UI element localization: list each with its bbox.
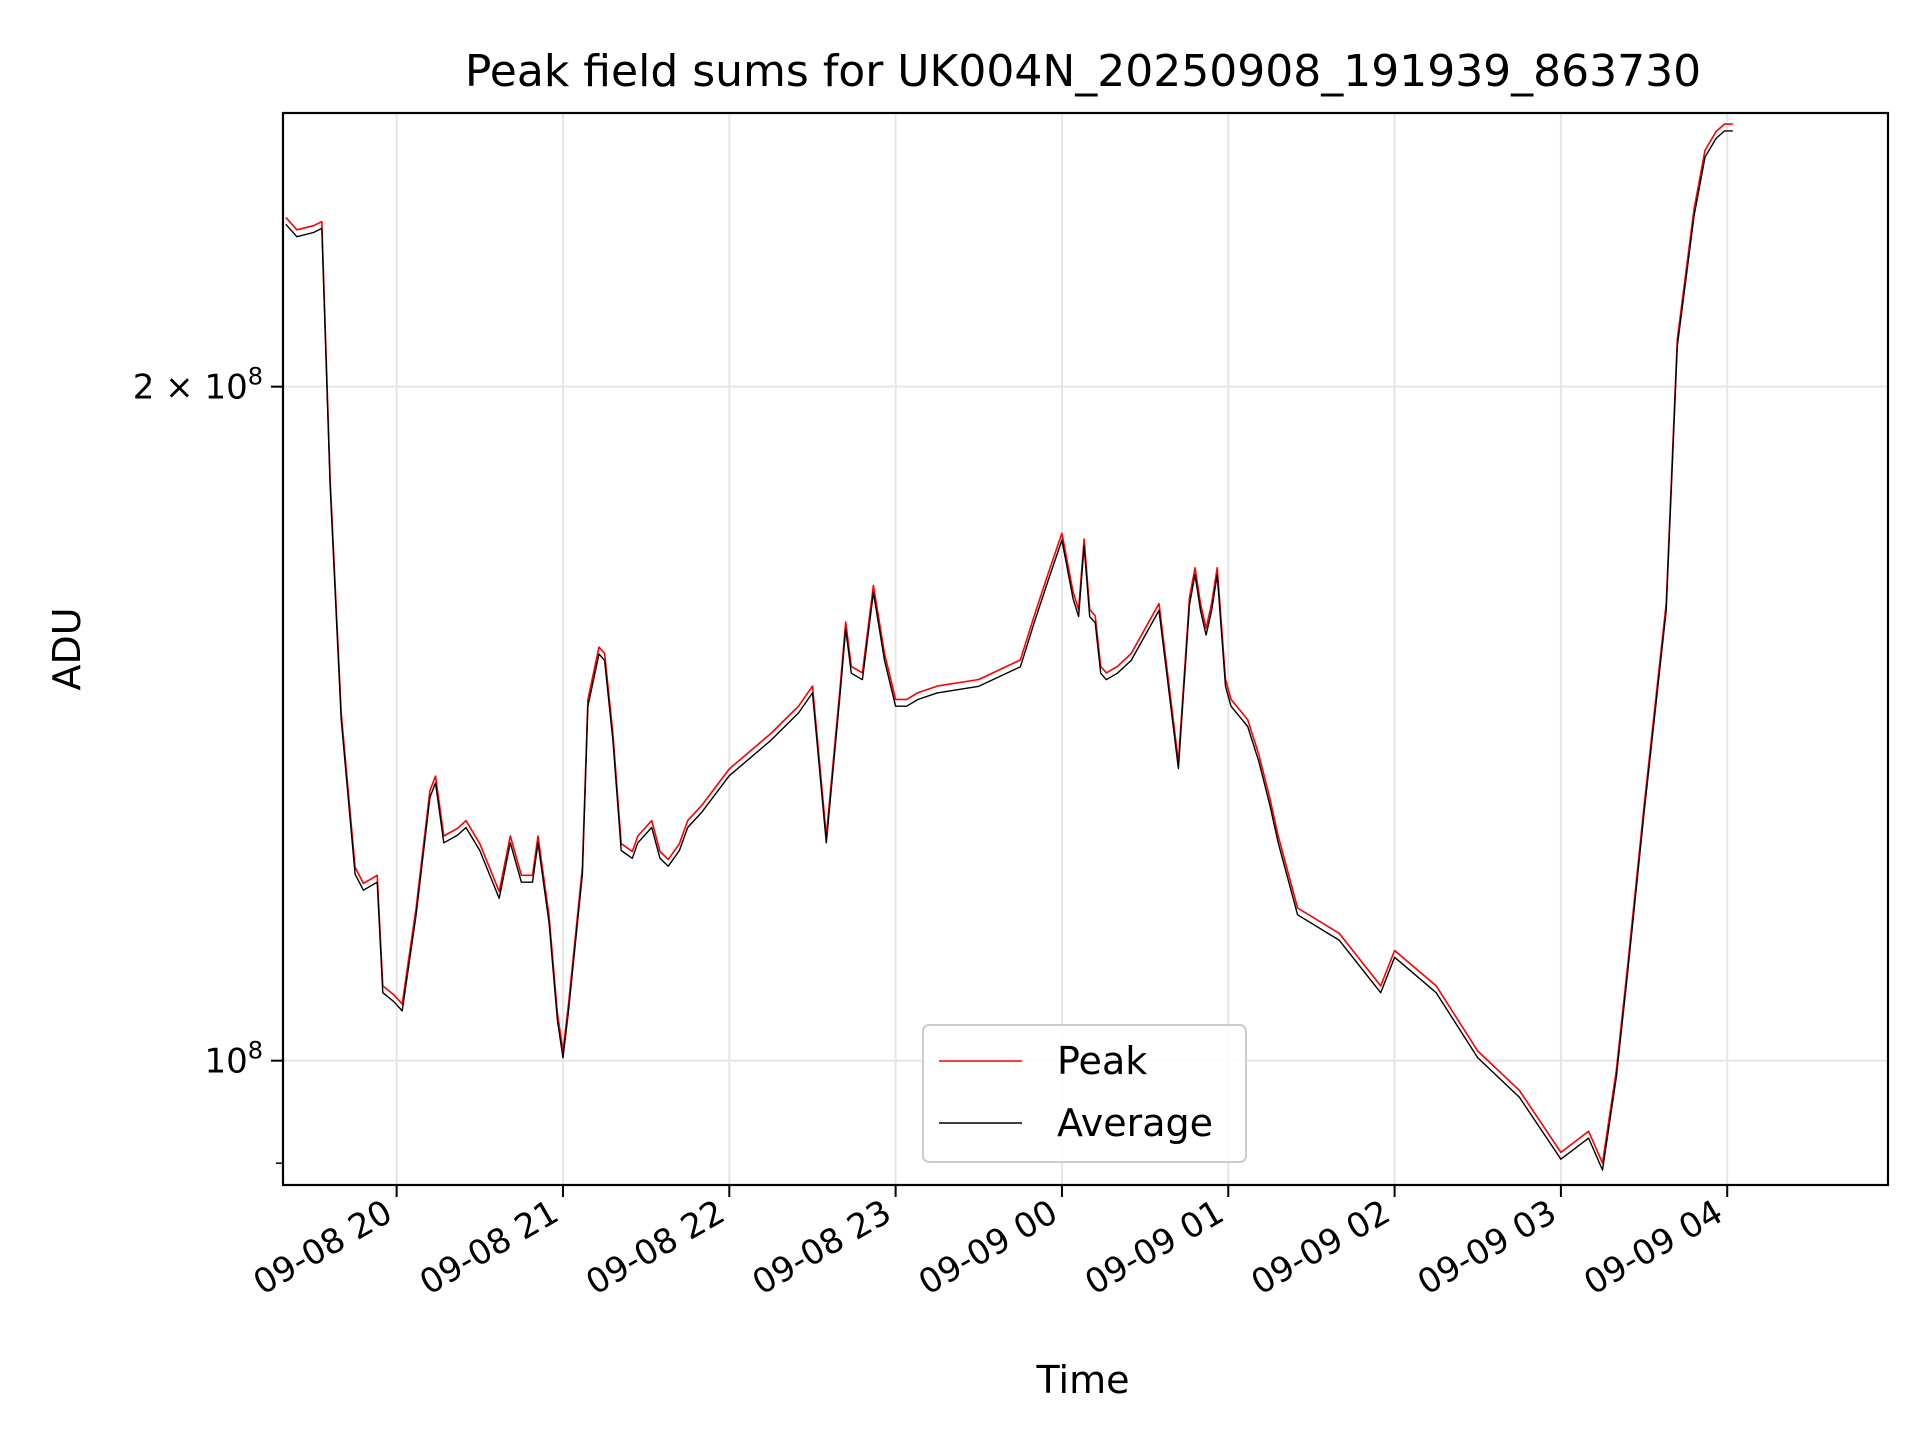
y-tick-label-base: 2 × 10 <box>133 368 248 408</box>
y-axis-label: ADU <box>45 607 89 690</box>
y-tick-label: 108 <box>204 1037 263 1082</box>
grid <box>283 113 1888 1185</box>
y-tick-label: 2 × 108 <box>133 363 263 408</box>
legend-average-label: Average <box>1057 1101 1213 1145</box>
y-tick-label-exponent: 8 <box>248 363 263 391</box>
y-tick-label-base: 10 <box>204 1042 247 1082</box>
chart-title: Peak field sums for UK004N_20250908_1919… <box>465 46 1701 97</box>
x-axis-label: Time <box>1036 1358 1130 1402</box>
plot-frame <box>281 111 1890 1187</box>
legend: Peak Average <box>922 1024 1247 1163</box>
plot-series <box>285 123 1733 1171</box>
legend-peak-label: Peak <box>1057 1039 1147 1083</box>
legend-box <box>922 1024 1247 1163</box>
series-line-average <box>285 130 1733 1171</box>
y-tick-label-exponent: 8 <box>248 1037 263 1065</box>
series-line-peak <box>285 123 1733 1164</box>
